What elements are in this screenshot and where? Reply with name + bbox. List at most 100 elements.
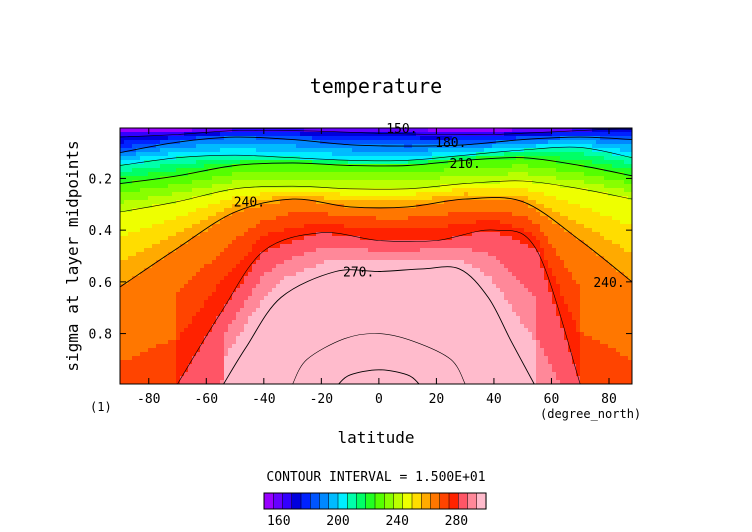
field-cell	[476, 244, 481, 249]
field-cell	[608, 140, 613, 145]
field-cell	[220, 248, 225, 253]
field-cell	[156, 184, 161, 189]
field-cell	[436, 172, 441, 177]
field-cell	[308, 204, 313, 209]
field-cell	[152, 180, 157, 185]
field-cell	[468, 156, 473, 161]
field-cell	[280, 248, 285, 253]
field-cell	[248, 220, 253, 225]
field-cell	[360, 160, 365, 165]
field-cell	[596, 276, 601, 281]
field-cell	[188, 264, 193, 269]
field-cell	[256, 140, 261, 145]
field-cell	[364, 208, 369, 213]
field-cell	[452, 272, 457, 277]
field-cell	[356, 200, 361, 205]
field-cell	[464, 168, 469, 173]
field-cell	[320, 264, 325, 269]
field-cell	[296, 188, 301, 193]
field-cell	[240, 276, 245, 281]
field-cell	[572, 276, 577, 281]
field-cell	[472, 260, 477, 265]
field-cell	[128, 248, 133, 253]
field-cell	[252, 184, 257, 189]
field-cell	[420, 228, 425, 233]
field-cell	[352, 140, 357, 145]
field-cell	[408, 268, 413, 273]
field-cell	[212, 156, 217, 161]
field-cell	[608, 280, 613, 285]
field-cell	[560, 232, 565, 237]
field-cell	[120, 240, 125, 245]
field-cell	[300, 160, 305, 165]
field-cell	[164, 168, 169, 173]
field-cell	[444, 208, 449, 213]
field-cell	[532, 148, 537, 153]
field-cell	[152, 224, 157, 229]
field-cell	[380, 232, 385, 237]
field-cell	[336, 220, 341, 225]
field-cell	[424, 276, 429, 281]
field-cell	[392, 172, 397, 177]
field-cell	[396, 212, 401, 217]
field-cell	[412, 208, 417, 213]
field-cell	[476, 212, 481, 217]
field-cell	[476, 228, 481, 233]
field-cell	[592, 176, 597, 181]
field-cell	[200, 236, 205, 241]
field-cell	[420, 156, 425, 161]
field-cell	[552, 152, 557, 157]
field-cell	[376, 148, 381, 153]
field-cell	[328, 196, 333, 201]
field-cell	[368, 272, 373, 277]
field-cell	[540, 276, 545, 281]
field-cell	[268, 276, 273, 281]
field-cell	[440, 204, 445, 209]
field-cell	[468, 176, 473, 181]
field-cell	[564, 224, 569, 229]
field-cell	[352, 248, 357, 253]
field-cell	[232, 148, 237, 153]
field-cell	[340, 276, 345, 281]
field-cell	[300, 200, 305, 205]
field-cell	[440, 144, 445, 149]
field-cell	[592, 232, 597, 237]
field-cell	[408, 184, 413, 189]
field-cell	[424, 196, 429, 201]
field-cell	[288, 192, 293, 197]
field-cell	[192, 220, 197, 225]
field-cell	[284, 236, 289, 241]
field-cell	[500, 200, 505, 205]
field-cell	[316, 252, 321, 257]
field-cell	[592, 132, 597, 137]
field-cell	[516, 272, 521, 277]
field-cell	[224, 204, 229, 209]
field-cell	[364, 264, 369, 269]
field-cell	[572, 160, 577, 165]
field-cell	[120, 284, 125, 289]
field-cell	[140, 260, 145, 265]
field-cell	[460, 276, 465, 281]
field-cell	[360, 272, 365, 277]
field-cell	[432, 168, 437, 173]
field-cell	[536, 252, 541, 257]
field-cell	[128, 168, 133, 173]
field-cell	[232, 220, 237, 225]
field-cell	[220, 188, 225, 193]
field-cell	[536, 280, 541, 285]
field-cell	[164, 272, 169, 277]
field-cell	[180, 272, 185, 277]
field-cell	[284, 172, 289, 177]
field-cell	[584, 268, 589, 273]
field-cell	[584, 224, 589, 229]
field-cell	[548, 212, 553, 217]
field-cell	[368, 196, 373, 201]
field-cell	[412, 200, 417, 205]
field-cell	[368, 240, 373, 245]
field-cell	[312, 256, 317, 261]
field-cell	[148, 164, 153, 169]
field-cell	[424, 240, 429, 245]
plot-area	[120, 128, 632, 384]
field-cell	[148, 228, 153, 233]
field-cell	[420, 168, 425, 173]
